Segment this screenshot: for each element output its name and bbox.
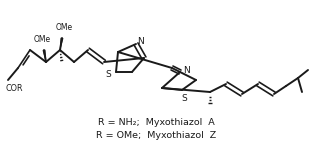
Text: R = NH₂;  Myxothiazol  A: R = NH₂; Myxothiazol A — [98, 118, 214, 127]
Text: S: S — [181, 94, 187, 103]
Text: OMe: OMe — [56, 23, 73, 32]
Text: R = OMe;  Myxothiazol  Z: R = OMe; Myxothiazol Z — [96, 131, 216, 139]
Polygon shape — [60, 38, 63, 50]
Text: N: N — [184, 66, 190, 75]
Text: OMe: OMe — [33, 35, 51, 44]
Text: S: S — [105, 70, 111, 79]
Text: N: N — [138, 37, 144, 46]
Polygon shape — [42, 50, 46, 62]
Text: COR: COR — [5, 84, 22, 93]
